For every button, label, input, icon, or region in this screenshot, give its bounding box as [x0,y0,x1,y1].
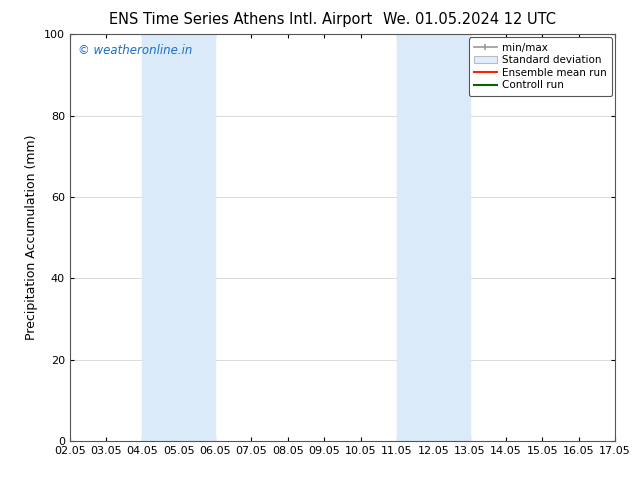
Text: We. 01.05.2024 12 UTC: We. 01.05.2024 12 UTC [383,12,555,27]
Y-axis label: Precipitation Accumulation (mm): Precipitation Accumulation (mm) [25,135,38,341]
Bar [143,34,215,441]
Text: © weatheronline.in: © weatheronline.in [78,45,192,57]
Legend: min/max, Standard deviation, Ensemble mean run, Controll run: min/max, Standard deviation, Ensemble me… [469,37,612,96]
Bar [397,34,470,441]
Text: ENS Time Series Athens Intl. Airport: ENS Time Series Athens Intl. Airport [109,12,373,27]
Title: ENS Time Series Athens Intl. Airport        We. 01.05.2024 12 UTC: ENS Time Series Athens Intl. Airport We.… [0,489,1,490]
